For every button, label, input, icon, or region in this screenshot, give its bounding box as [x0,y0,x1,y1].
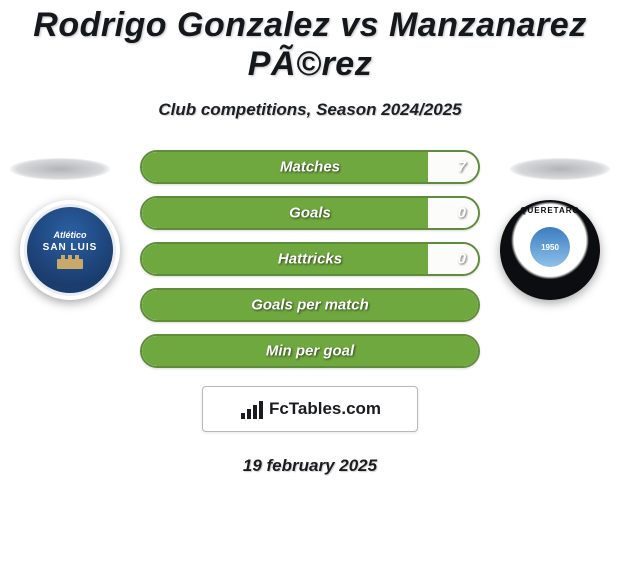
stat-label: Hattricks [278,251,342,268]
badge-right-arc: QUERETARO [520,206,580,215]
stat-label: Goals [289,205,331,222]
brand-text: FcTables.com [269,399,381,419]
stat-value-right: 0 [458,251,466,268]
content: Atlético SAN LUIS QUERETARO 1950 Matches… [0,150,620,476]
badge-left-line2: SAN LUIS [43,242,98,253]
subtitle: Club competitions, Season 2024/2025 [0,100,620,120]
player-shadow-right [510,158,610,180]
stat-row: Hattricks 0 [140,242,480,276]
badge-right-center: 1950 [530,227,570,267]
stats-list: Matches 7 Goals 0 Hattricks 0 Goals per match M… [140,150,480,368]
team-badge-left: Atlético SAN LUIS [20,200,120,300]
brand-box[interactable]: FcTables.com [202,386,418,432]
stat-row: Matches 7 [140,150,480,184]
stat-fill-right [428,244,478,274]
team-badge-right: QUERETARO 1950 [500,200,600,300]
stat-fill-right [428,198,478,228]
team-badge-left-inner: Atlético SAN LUIS [24,204,116,296]
badge-left-line1: Atlético [53,230,86,240]
header: Rodrigo Gonzalez vs Manzanarez PÃ©rez Cl… [0,0,620,120]
page-title: Rodrigo Gonzalez vs Manzanarez PÃ©rez [0,6,620,84]
stat-row: Goals per match [140,288,480,322]
stat-label: Matches [280,159,340,176]
stat-value-right: 7 [458,159,466,176]
stat-fill-right [428,152,478,182]
stat-fill-left [142,198,428,228]
stat-value-right: 0 [458,205,466,222]
player-shadow-left [10,158,110,180]
chart-bars-icon [239,399,265,419]
stat-row: Min per goal [140,334,480,368]
stat-label: Goals per match [251,297,369,314]
stat-row: Goals 0 [140,196,480,230]
date-line: 19 february 2025 [10,456,610,476]
stat-label: Min per goal [266,343,354,360]
badge-right-year: 1950 [541,243,559,252]
